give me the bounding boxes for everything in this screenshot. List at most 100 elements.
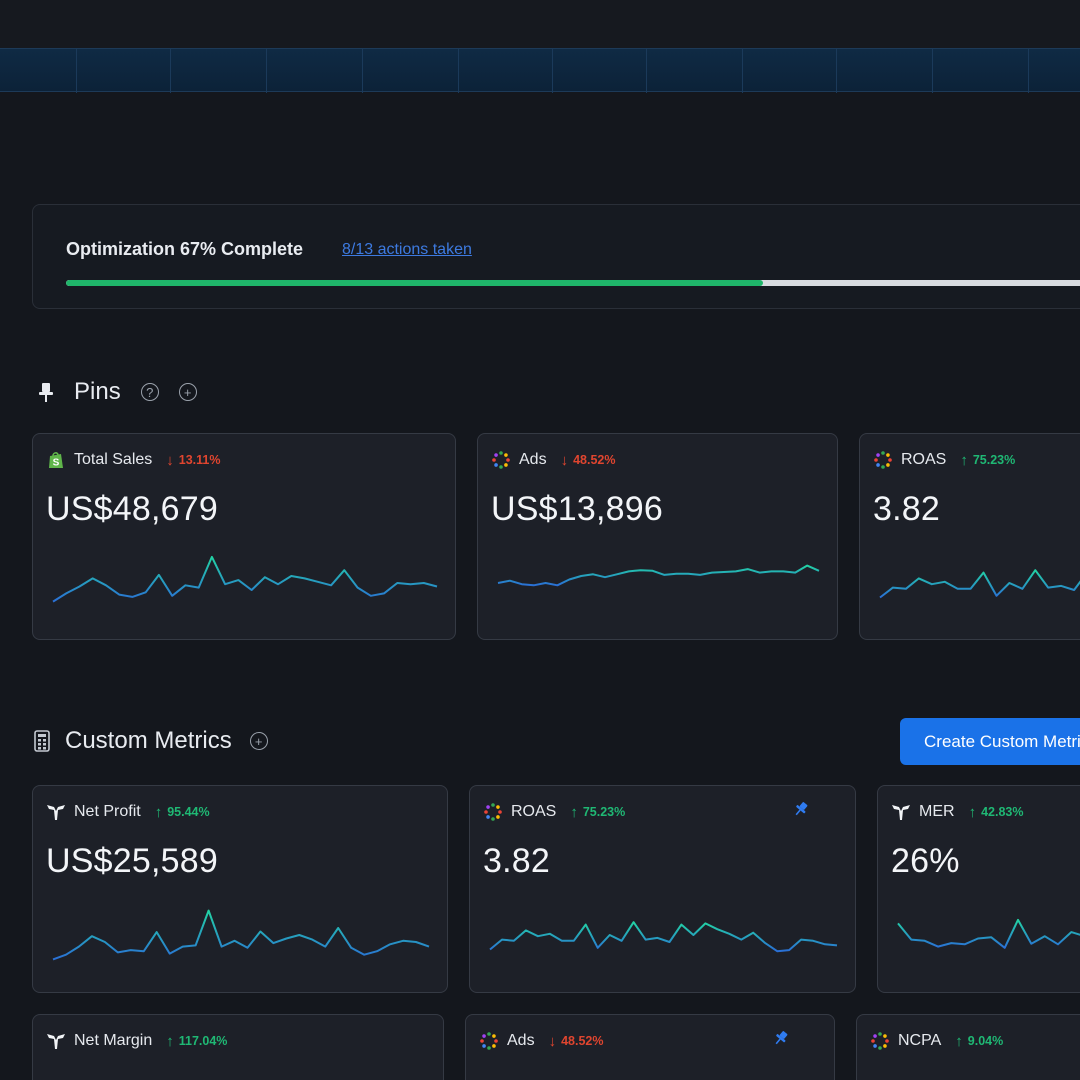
metric-delta-value: 117.04% <box>178 1034 228 1048</box>
metric-delta: ↓ 48.52% <box>561 452 616 469</box>
metric-value: US$48,679 <box>46 490 218 528</box>
metric-value: US$13,896 <box>491 490 663 528</box>
ads-icon <box>874 451 892 469</box>
sparkline-chart <box>879 569 1080 599</box>
metric-delta-value: 9.04% <box>967 1034 1004 1048</box>
metric-value: US$25,589 <box>46 842 218 880</box>
metric-card[interactable]: Net Profit ↑ 95.44% US$25,589 <box>32 785 448 993</box>
sparkline-chart <box>52 555 438 603</box>
metric-delta-value: 48.52% <box>573 453 616 467</box>
metric-delta: ↓ 48.52% <box>549 1033 604 1050</box>
calculator-icon <box>34 730 50 752</box>
metric-value: 26% <box>891 842 960 880</box>
metric-delta: ↑ 42.83% <box>969 804 1024 821</box>
help-icon[interactable]: ? <box>140 383 159 401</box>
top-bar <box>0 0 1080 48</box>
metric-label: NCPA <box>898 1032 942 1049</box>
arrow-down-icon: ↓ <box>166 451 174 469</box>
metric-card[interactable]: Ads ↓ 48.52% US$13,896 <box>477 433 838 640</box>
metric-delta-value: 42.83% <box>981 805 1024 819</box>
arrow-up-icon: ↑ <box>960 451 968 469</box>
metric-delta-value: 95.44% <box>167 805 210 819</box>
sparkline-chart <box>489 921 838 953</box>
sparkline-series <box>52 555 438 603</box>
metric-label: ROAS <box>511 803 557 820</box>
metric-card[interactable]: MER ↑ 42.83% 26% <box>877 785 1080 993</box>
arrow-up-icon: ↑ <box>154 803 163 821</box>
add-custom-metric-icon[interactable]: + <box>249 732 268 750</box>
banner-strip <box>0 48 1080 93</box>
metric-card-header: ROAS ↑ 75.23% <box>873 450 1015 470</box>
pinned-icon[interactable] <box>792 800 810 818</box>
optimization-title: Optimization 67% Complete <box>66 239 304 259</box>
sparkline-series <box>497 564 820 587</box>
sparkline-chart <box>52 909 430 961</box>
sparkline-chart <box>897 918 1080 949</box>
pinned-icon[interactable] <box>772 1029 790 1047</box>
metric-label: Total Sales <box>74 451 153 468</box>
sparkline-series <box>879 569 1080 599</box>
arrow-down-icon: ↓ <box>548 1032 557 1050</box>
metric-value: 3.82 <box>873 490 940 528</box>
actions-taken-link[interactable]: 8/13 actions taken <box>342 241 472 258</box>
metric-value: 3.82 <box>483 842 550 880</box>
optimization-progress-bar <box>66 280 1080 286</box>
metric-card-header: Net Margin ↑ 117.04% <box>46 1031 227 1051</box>
metric-label: Ads <box>507 1032 535 1049</box>
ads-icon <box>484 803 502 821</box>
svg-text:S: S <box>53 458 60 469</box>
metric-card-header: Net Profit ↑ 95.44% <box>46 802 210 822</box>
metric-delta-value: 75.23% <box>582 805 626 819</box>
metric-delta: ↑ 117.04% <box>166 1033 227 1050</box>
triple-whale-icon <box>892 805 910 820</box>
metric-label: MER <box>919 803 955 820</box>
metric-card-header: ROAS ↑ 75.23% <box>483 802 625 822</box>
metric-card[interactable]: Net Margin ↑ 117.04% <box>32 1014 444 1080</box>
metric-card[interactable]: ROAS ↑ 75.23% 3.82 <box>469 785 856 993</box>
metric-card[interactable]: Ads ↓ 48.52% <box>465 1014 835 1080</box>
arrow-down-icon: ↓ <box>560 451 569 469</box>
metric-card-header: S Total Sales ↓ 13.11% <box>46 450 220 470</box>
metric-delta: ↑ 75.23% <box>960 452 1015 469</box>
arrow-up-icon: ↑ <box>166 1032 174 1050</box>
pins-title: Pins <box>74 378 121 405</box>
create-custom-metric-button[interactable]: Create Custom Metric <box>900 718 1080 765</box>
optimization-progress-fill <box>66 280 763 286</box>
pin-icon <box>39 383 53 402</box>
arrow-up-icon: ↑ <box>955 1032 963 1050</box>
metric-card-header: MER ↑ 42.83% <box>891 802 1023 822</box>
ads-icon <box>871 1032 889 1050</box>
custom-metrics-title: Custom Metrics <box>65 727 232 754</box>
metric-label: Net Margin <box>74 1032 153 1049</box>
metric-label: ROAS <box>901 451 947 468</box>
metric-card[interactable]: ROAS ↑ 75.23% 3.82 <box>859 433 1080 640</box>
metric-delta-value: 13.11% <box>178 453 221 467</box>
metric-label: Net Profit <box>74 803 141 820</box>
sparkline-series <box>489 921 838 953</box>
ads-icon <box>480 1032 498 1050</box>
sparkline-chart <box>497 564 820 587</box>
arrow-up-icon: ↑ <box>570 803 578 821</box>
metric-card-header: NCPA ↑ 9.04% <box>870 1031 1003 1051</box>
metric-delta: ↑ 75.23% <box>570 804 625 821</box>
ads-icon <box>492 451 510 469</box>
metric-label: Ads <box>519 451 547 468</box>
metric-card[interactable]: S Total Sales ↓ 13.11% US$48,679 <box>32 433 456 640</box>
sparkline-series <box>52 909 430 961</box>
metric-delta: ↑ 95.44% <box>155 804 210 821</box>
metric-card-header: Ads ↓ 48.52% <box>491 450 615 470</box>
add-pin-icon[interactable]: + <box>178 383 197 401</box>
metric-delta: ↑ 9.04% <box>955 1033 1003 1050</box>
custom-metrics-header: Custom Metrics + <box>34 727 268 755</box>
sparkline-series <box>897 918 1080 949</box>
metric-delta: ↓ 13.11% <box>166 452 220 469</box>
arrow-up-icon: ↑ <box>968 803 977 821</box>
shopify-icon: S <box>49 452 63 469</box>
optimization-panel: Optimization 67% Complete 8/13 actions t… <box>32 204 1080 309</box>
metric-card-header: Ads ↓ 48.52% <box>479 1031 603 1051</box>
pins-header: Pins ? + <box>36 378 197 406</box>
metric-delta-value: 48.52% <box>561 1034 604 1048</box>
triple-whale-icon <box>47 1034 65 1049</box>
triple-whale-icon <box>47 805 65 820</box>
metric-card[interactable]: NCPA ↑ 9.04% <box>856 1014 1080 1080</box>
